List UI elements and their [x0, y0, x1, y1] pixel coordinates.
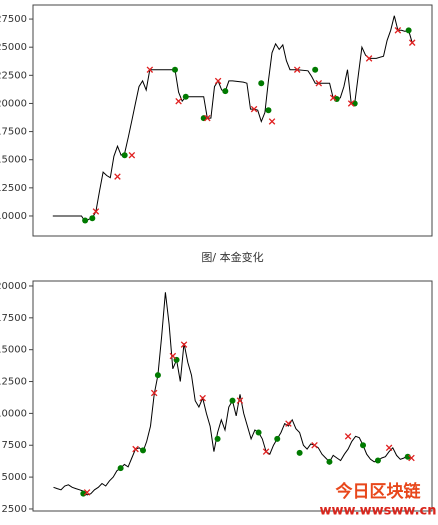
plot-frame — [32, 280, 433, 512]
buy-marker — [360, 442, 367, 449]
buy-marker — [405, 27, 412, 34]
buy-marker — [374, 457, 381, 464]
sell-marker — [175, 97, 182, 105]
buy-marker — [326, 458, 333, 465]
y-tick-label: 2500 — [2, 504, 27, 515]
buy-marker — [214, 435, 221, 442]
sell-marker — [250, 105, 258, 113]
sell-marker — [311, 441, 318, 449]
sell-marker — [285, 420, 292, 427]
sell-marker — [114, 173, 121, 180]
buy-marker — [312, 66, 319, 73]
buy-marker — [265, 107, 272, 114]
sell-marker — [344, 433, 352, 440]
y-tick-label: 7500 — [2, 440, 27, 451]
buy-marker — [258, 80, 265, 87]
buy-marker — [274, 435, 281, 442]
y-tick-label: 17500 — [0, 313, 27, 324]
y-tick-label: 10000 — [0, 408, 27, 419]
sell-marker — [146, 66, 154, 73]
buy-marker — [222, 88, 229, 95]
buy-marker — [182, 93, 189, 100]
buy-marker — [117, 465, 124, 472]
y-tick-label: 10000 — [0, 211, 27, 222]
sell-marker — [128, 151, 136, 159]
sell-marker — [408, 39, 416, 46]
price-line — [52, 15, 413, 223]
buy-marker — [82, 217, 89, 224]
sell-marker — [365, 55, 373, 62]
sell-marker — [329, 94, 337, 102]
y-tick-label: 12500 — [0, 183, 27, 194]
y-tick-label: 17500 — [0, 127, 27, 138]
sell-marker — [180, 341, 188, 348]
caption: 图/ 本金变化 — [201, 250, 263, 264]
sell-marker — [169, 352, 177, 360]
sell-marker — [214, 77, 222, 85]
sell-marker — [92, 208, 100, 215]
buy-marker — [296, 449, 303, 456]
sell-marker — [236, 397, 244, 404]
sell-marker — [293, 66, 301, 73]
watermark-title: 今日区块链 — [336, 481, 422, 502]
y-tick-label: 15000 — [0, 345, 27, 356]
y-tick-label: 15000 — [0, 155, 27, 166]
y-tick-label: 12500 — [0, 377, 27, 388]
buy-marker — [171, 66, 178, 73]
sell-marker — [408, 454, 415, 462]
plot-frame — [32, 4, 433, 237]
sell-marker — [150, 389, 158, 397]
buy-marker — [229, 397, 236, 404]
sell-marker — [132, 445, 139, 453]
price-line — [53, 292, 412, 496]
y-tick-label: 5000 — [2, 472, 27, 483]
buy-marker — [89, 215, 96, 222]
sell-marker — [347, 100, 355, 107]
sell-marker — [268, 118, 276, 125]
sell-marker — [262, 448, 270, 455]
sell-marker — [83, 489, 91, 496]
sell-marker — [199, 394, 206, 402]
y-tick-label: 25000 — [0, 42, 27, 53]
sell-marker — [315, 79, 323, 87]
buy-marker — [154, 372, 161, 379]
watermark-url: www.wwsww.cn — [320, 504, 437, 519]
y-tick-label: 20000 — [0, 98, 27, 109]
y-tick-label: 27500 — [0, 14, 27, 25]
sell-marker — [385, 444, 393, 452]
buy-marker — [255, 429, 262, 436]
buy-marker — [121, 152, 128, 159]
y-tick-label: 20000 — [0, 281, 27, 292]
sell-marker — [394, 27, 402, 34]
buy-marker — [140, 447, 147, 454]
y-tick-label: 22500 — [0, 70, 27, 81]
sell-marker — [204, 114, 211, 122]
